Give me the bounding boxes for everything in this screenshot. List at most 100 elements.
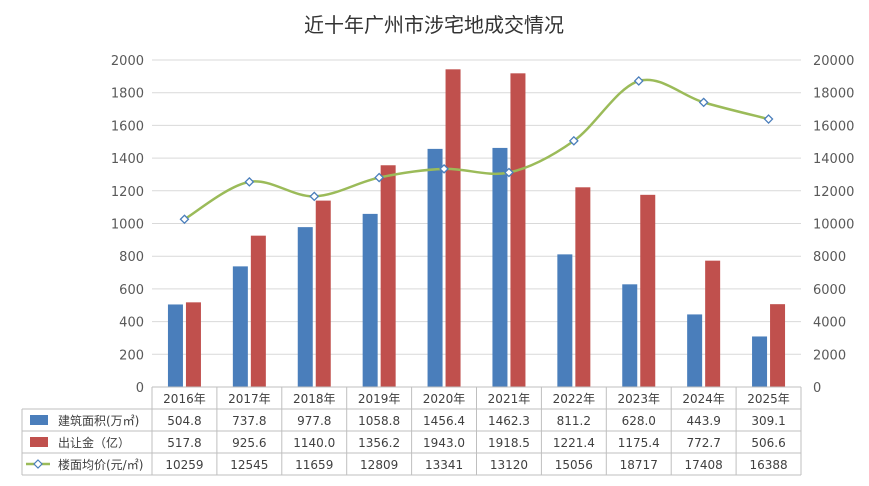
chart-title: 近十年广州市涉宅地成交情况 [304,13,564,37]
data-label: 13341 [425,458,463,472]
data-label: 1221.4 [553,436,595,450]
legend-key [30,437,48,447]
x-tick-label: 2016年 [163,392,206,406]
data-label: 1456.4 [423,414,465,428]
bar [622,284,638,387]
data-label: 11659 [295,458,333,472]
line-point [244,176,255,187]
y-tick-label: 1200 [111,185,144,200]
line-series [179,76,774,225]
bar [380,165,396,387]
data-label: 1175.4 [618,436,660,450]
data-label: 12809 [360,458,398,472]
y2-tick-label: 12000 [813,185,854,200]
y-tick-label: 1600 [111,119,144,134]
y2-tick-label: 2000 [813,348,846,363]
bar [362,213,378,387]
x-tick-label: 2025年 [747,392,790,406]
y2-tick-label: 6000 [813,283,846,298]
bar [445,69,461,387]
bar [640,194,656,387]
y-tick-label: 1000 [111,218,144,233]
bar [770,304,786,387]
data-label: 506.6 [751,436,785,450]
data-label: 1462.3 [488,414,530,428]
data-label: 1058.8 [358,414,400,428]
y-tick-label: 400 [119,316,144,331]
data-label: 309.1 [751,414,785,428]
legend-key-marker [33,459,43,469]
y2-tick-label: 20000 [813,54,854,69]
axes: 0 0 200 2000 400 4000 600 6000 800 8000 1000 10000 1… [111,54,854,396]
y-tick-label: 600 [119,283,144,298]
data-label: 13120 [490,458,528,472]
bar [185,302,201,387]
legend-label: 出让金（亿） [58,435,130,450]
bars [167,69,786,387]
y-tick-label: 200 [119,348,144,363]
data-label: 443.9 [686,414,720,428]
x-tick-label: 2019年 [358,392,401,406]
line-path [183,78,769,221]
y2-tick-label: 0 [813,381,821,396]
legend-key [30,415,48,425]
x-tick-label: 2021年 [488,392,531,406]
x-tick-label: 2022年 [553,392,596,406]
legend-label: 楼面均价(元/㎡) [58,457,143,472]
y-tick-label: 2000 [111,54,144,69]
data-label: 517.8 [167,436,201,450]
y2-tick-label: 4000 [813,316,846,331]
line-point [439,163,449,174]
line-point [374,172,385,183]
data-label: 10259 [165,458,203,472]
bar [297,227,313,387]
legend-label: 建筑面积(万㎡) [58,413,139,428]
bar [315,200,331,387]
bar [752,336,768,387]
data-label: 504.8 [167,414,201,428]
y-tick-label: 800 [119,250,144,265]
data-label: 1943.0 [423,436,465,450]
data-label: 18717 [620,458,658,472]
data-label: 772.7 [686,436,720,450]
y-tick-label: 0 [136,381,144,396]
data-label: 811.2 [557,414,591,428]
bar [167,304,183,387]
data-label: 925.6 [232,436,266,450]
data-label: 12545 [230,458,268,472]
y2-tick-label: 18000 [813,87,854,102]
data-table: 2016年 2017年 2018年 2019年 2020年 2021年 2022年 2023年… [21,386,802,476]
line-point [568,135,579,146]
data-label: 16388 [749,458,787,472]
data-label: 628.0 [622,414,656,428]
bar [250,235,266,387]
y-tick-label: 1400 [111,152,144,167]
y2-tick-label: 14000 [813,152,854,167]
x-tick-label: 2023年 [617,392,660,406]
line-point [504,167,514,178]
bar [492,147,508,387]
x-tick-label: 2024年 [682,392,725,406]
data-label: 737.8 [232,414,266,428]
y2-tick-label: 10000 [813,218,854,233]
data-label: 1140.0 [293,436,335,450]
line-point [633,76,644,86]
bar [705,260,721,387]
line-point [309,191,320,202]
data-label: 15056 [555,458,593,472]
y2-tick-label: 16000 [813,119,854,134]
bar [575,187,591,387]
bar [510,73,526,387]
data-label: 1356.2 [358,436,400,450]
x-tick-label: 2018年 [293,392,336,406]
bar [427,148,443,387]
line-point [179,214,190,225]
data-label: 17408 [685,458,723,472]
x-tick-label: 2020年 [423,392,466,406]
line-point [698,97,709,108]
line-point [763,114,774,124]
x-tick-label: 2017年 [228,392,271,406]
bar [557,254,573,387]
